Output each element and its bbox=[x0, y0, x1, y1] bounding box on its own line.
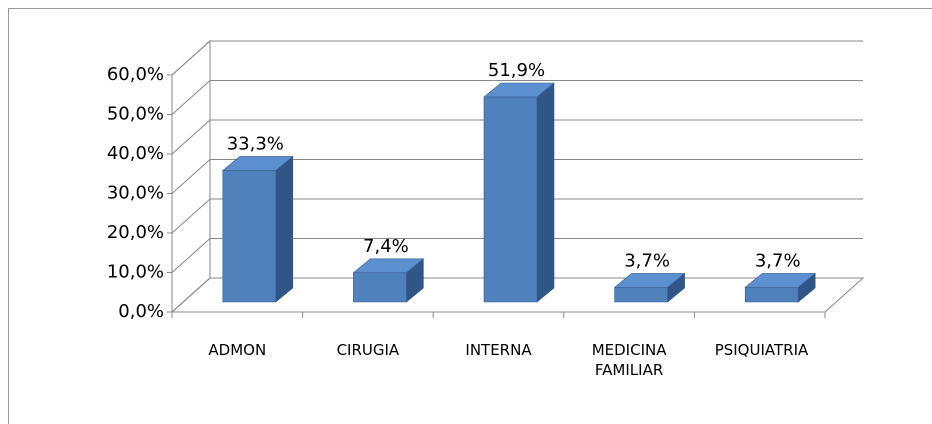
x-tick-label: PSIQUIATRIA bbox=[714, 341, 809, 359]
x-tick-label: ADMON bbox=[208, 341, 267, 359]
bar-front bbox=[222, 170, 277, 303]
bar-side bbox=[275, 155, 294, 303]
grid-line bbox=[171, 198, 863, 234]
bar bbox=[483, 82, 555, 303]
x-tick-label: MEDICINA FAMILIAR bbox=[591, 341, 667, 379]
x-tick-label: INTERNA bbox=[465, 341, 532, 359]
grid-line bbox=[171, 119, 863, 155]
value-label: 3,7% bbox=[755, 250, 801, 271]
bar-front bbox=[614, 287, 668, 303]
x-tick-label-box: CIRUGIA bbox=[303, 340, 433, 360]
y-tick-label: 0,0% bbox=[118, 301, 164, 322]
grid-line bbox=[171, 159, 863, 194]
bar-front bbox=[744, 287, 799, 303]
bar-front bbox=[483, 96, 538, 303]
y-tick-label: 50,0% bbox=[107, 104, 164, 125]
y-tick-label: 60,0% bbox=[107, 64, 164, 85]
y-tick-label: 30,0% bbox=[107, 183, 164, 204]
bar bbox=[613, 272, 686, 303]
x-tick-label-box: ADMON bbox=[172, 340, 302, 360]
value-label: 33,3% bbox=[227, 133, 284, 154]
grid-line bbox=[171, 40, 863, 76]
chart-border bbox=[8, 8, 932, 424]
bar bbox=[744, 272, 817, 303]
x-tick-label-box: INTERNA bbox=[434, 340, 564, 360]
bar bbox=[221, 155, 294, 303]
bar-side bbox=[536, 82, 555, 303]
y-tick-label: 10,0% bbox=[107, 262, 164, 283]
x-tick-label: CIRUGIA bbox=[336, 341, 400, 359]
x-tick-label-box: MEDICINA FAMILIAR bbox=[564, 340, 694, 380]
value-label: 7,4% bbox=[363, 236, 409, 257]
x-tick-label-box: PSIQUIATRIA bbox=[695, 340, 825, 360]
value-label: 51,9% bbox=[488, 60, 545, 81]
bar-front bbox=[353, 272, 407, 303]
grid-line bbox=[171, 238, 863, 273]
y-tick-label: 20,0% bbox=[107, 222, 164, 243]
y-tick-label: 40,0% bbox=[107, 143, 164, 164]
value-label: 3,7% bbox=[624, 250, 670, 271]
bar bbox=[352, 258, 425, 303]
grid-line bbox=[171, 80, 863, 115]
